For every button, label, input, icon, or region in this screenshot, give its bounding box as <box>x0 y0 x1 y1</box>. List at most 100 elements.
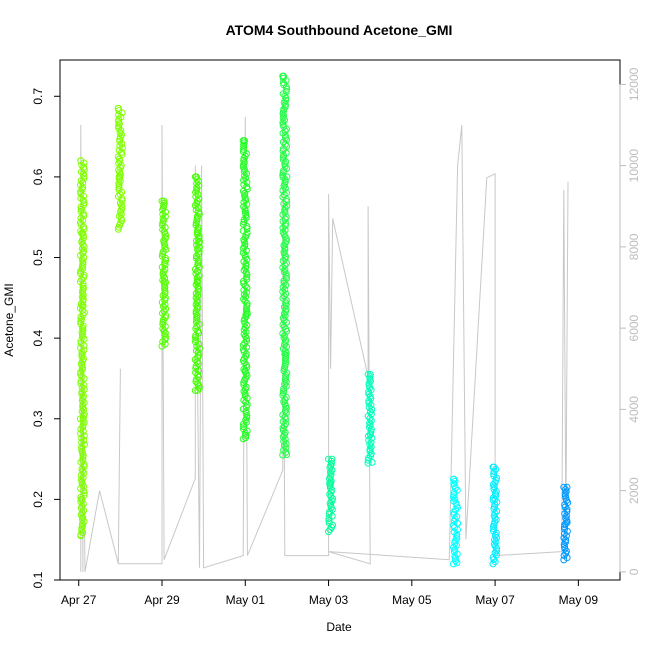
data-point <box>328 497 336 505</box>
data-point <box>280 279 288 287</box>
data-point <box>192 221 200 229</box>
data-point <box>80 463 88 471</box>
data-point <box>489 496 497 504</box>
y2-tick-label: 6000 <box>627 314 641 341</box>
data-point <box>161 241 169 249</box>
data-point <box>282 444 290 452</box>
data-point <box>240 326 248 334</box>
data-point <box>195 210 203 218</box>
data-point <box>281 116 288 124</box>
y-tick-label: 0.3 <box>31 410 45 427</box>
data-point <box>450 488 458 496</box>
data-point <box>279 433 287 441</box>
series-cluster <box>114 104 126 233</box>
data-point <box>453 550 461 558</box>
data-point <box>279 224 287 232</box>
data-point <box>280 268 288 276</box>
x-tick-label: May 07 <box>475 593 515 607</box>
data-point <box>281 209 289 216</box>
data-point <box>239 249 247 257</box>
data-point <box>561 521 569 529</box>
data-point <box>281 222 289 230</box>
data-point <box>78 353 86 361</box>
data-point <box>80 460 88 468</box>
data-point <box>281 127 289 135</box>
data-point <box>454 504 461 512</box>
data-point <box>451 539 459 547</box>
y-axis-label: Acetone_GMI <box>2 283 16 356</box>
data-point <box>195 340 203 348</box>
data-point <box>490 463 498 471</box>
data-point <box>242 174 249 182</box>
data-point <box>243 427 251 435</box>
data-point <box>79 216 87 224</box>
data-point <box>77 214 85 222</box>
data-point <box>281 255 289 263</box>
data-point <box>115 111 123 119</box>
data-point <box>368 458 376 466</box>
data-point <box>195 177 202 185</box>
data-point <box>282 94 290 102</box>
data-point <box>453 535 461 543</box>
data-point <box>158 197 166 205</box>
data-point <box>282 409 290 417</box>
y2-tick-label: 0 <box>627 568 641 575</box>
y-tick-label: 0.7 <box>31 88 45 105</box>
data-point <box>192 188 200 196</box>
data-point <box>160 307 168 315</box>
data-point <box>76 304 84 312</box>
data-point <box>80 243 88 251</box>
data-point <box>78 262 86 270</box>
data-point <box>282 235 290 243</box>
x-tick-label: Apr 27 <box>61 593 97 607</box>
data-point <box>282 440 290 447</box>
data-point <box>282 301 290 309</box>
data-point <box>325 515 333 522</box>
data-point <box>193 276 201 284</box>
data-point <box>117 164 124 172</box>
data-point <box>77 181 84 189</box>
data-point <box>79 311 87 319</box>
data-point <box>79 414 87 422</box>
data-point <box>279 330 287 337</box>
data-point <box>193 184 201 192</box>
data-point <box>78 408 86 416</box>
data-point <box>562 549 570 557</box>
data-point <box>325 517 333 525</box>
data-point <box>367 417 375 425</box>
data-point <box>367 401 375 409</box>
data-point <box>78 372 86 380</box>
data-point <box>279 171 287 179</box>
chart-title: ATOM4 Southbound Acetone_GMI <box>226 22 453 38</box>
data-point <box>282 270 290 278</box>
data-point <box>161 283 169 291</box>
data-point <box>240 277 247 285</box>
data-point <box>116 135 124 143</box>
data-point <box>161 287 169 295</box>
data-point <box>240 348 248 356</box>
data-point <box>79 454 87 462</box>
data-point <box>328 523 336 531</box>
data-point <box>194 191 202 198</box>
y-axis: 0.1 0.2 0.3 0.4 0.5 0.6 0.7 <box>31 88 60 588</box>
series-cluster <box>364 370 376 467</box>
data-point <box>241 297 249 305</box>
data-point <box>79 401 87 409</box>
data-point <box>243 337 251 345</box>
data-point <box>279 118 287 126</box>
data-point <box>193 228 201 236</box>
series-cluster <box>279 72 291 459</box>
data-point <box>560 534 568 542</box>
data-point <box>243 225 251 233</box>
data-point <box>79 456 87 464</box>
y2-tick-label: 4000 <box>627 396 641 423</box>
series-cluster <box>449 475 462 568</box>
data-point <box>79 258 87 266</box>
data-point <box>115 115 123 123</box>
series-cluster <box>191 173 203 395</box>
data-point <box>563 554 571 562</box>
data-point <box>280 303 288 311</box>
data-point <box>326 482 334 489</box>
data-point <box>561 490 569 498</box>
